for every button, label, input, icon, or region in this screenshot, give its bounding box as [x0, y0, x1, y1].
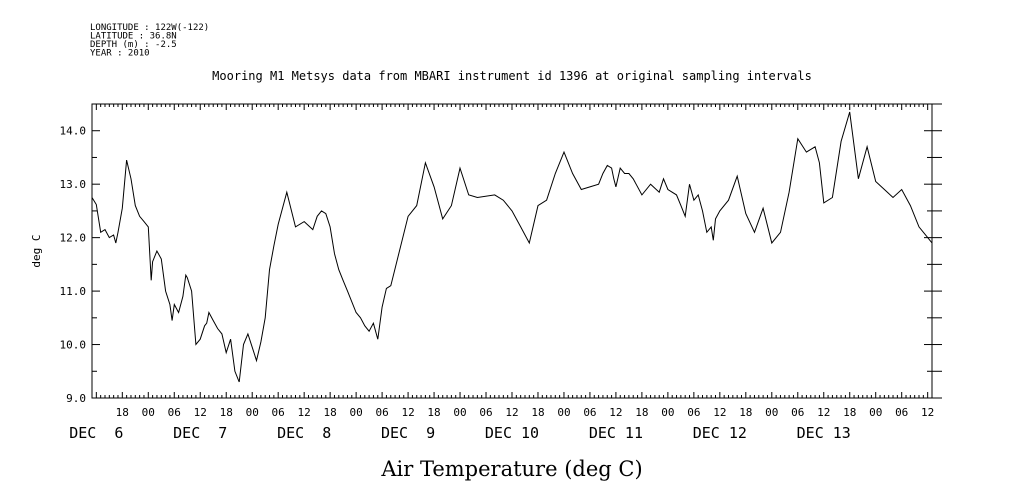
y-tick-label: 9.0	[66, 392, 86, 405]
y-axis-label: deg C	[30, 234, 43, 267]
x-tick-label: 18	[843, 406, 856, 419]
x-day-label: DEC 8	[277, 424, 331, 442]
x-tick-label: 12	[713, 406, 726, 419]
metadata-line: LATITUDE : 36.8N	[90, 32, 177, 42]
x-day-label: DEC 7	[173, 424, 227, 442]
plot-border	[91, 103, 933, 399]
y-tick-label: 13.0	[60, 178, 87, 191]
x-tick-label: 06	[583, 406, 596, 419]
chart-title: Mooring M1 Metsys data from MBARI instru…	[212, 69, 812, 83]
x-tick-label: 18	[324, 406, 337, 419]
x-tick-label: 00	[142, 406, 155, 419]
series-line	[91, 111, 933, 383]
x-tick-label: 06	[479, 406, 492, 419]
x-day-label: DEC 13	[797, 424, 851, 442]
axis-ticks: 18 00 06 12 18 00 06 12 18 00 06 12 18 00 06 12 18 00 06 12…	[60, 103, 942, 442]
metadata-line: LONGITUDE : 122W(-122)	[90, 23, 209, 33]
x-tick-label: 18	[635, 406, 648, 419]
x-tick-label: 12	[609, 406, 622, 419]
x-tick-label: 18	[220, 406, 233, 419]
x-tick-label: 06	[791, 406, 804, 419]
metadata-block: LONGITUDE : 122W(-122)LATITUDE : 36.8NDE…	[90, 23, 209, 59]
x-tick-label: 06	[375, 406, 388, 419]
y-tick-label: 12.0	[60, 232, 87, 245]
metadata-line: YEAR : 2010	[90, 49, 150, 59]
x-tick-label: 00	[869, 406, 882, 419]
metadata-line: DEPTH (m) : -2.5	[90, 40, 177, 50]
x-tick-label: 06	[687, 406, 700, 419]
x-tick-label: 00	[765, 406, 778, 419]
plot-frame	[91, 103, 933, 399]
y-tick-label: 14.0	[60, 125, 87, 138]
series-lines	[91, 111, 933, 383]
x-day-label: DEC 12	[693, 424, 747, 442]
x-tick-label: 18	[531, 406, 544, 419]
x-tick-label: 06	[168, 406, 181, 419]
x-tick-label: 12	[921, 406, 934, 419]
x-day-label: DEC 6	[69, 424, 123, 442]
x-tick-label: 00	[661, 406, 674, 419]
x-tick-label: 12	[298, 406, 311, 419]
y-tick-label: 11.0	[60, 285, 87, 298]
x-day-label: DEC 11	[589, 424, 643, 442]
x-tick-label: 18	[427, 406, 440, 419]
x-tick-label: 12	[194, 406, 207, 419]
x-tick-label: 00	[349, 406, 362, 419]
x-day-label: DEC 9	[381, 424, 435, 442]
x-tick-label: 00	[453, 406, 466, 419]
x-tick-label: 12	[817, 406, 830, 419]
x-tick-label: 18	[739, 406, 752, 419]
x-day-label: DEC 10	[485, 424, 539, 442]
y-tick-label: 10.0	[60, 339, 87, 352]
x-tick-label: 00	[557, 406, 570, 419]
x-tick-label: 12	[401, 406, 414, 419]
x-axis-label: Air Temperature (deg C)	[380, 457, 642, 481]
x-tick-label: 06	[895, 406, 908, 419]
x-tick-label: 00	[246, 406, 259, 419]
x-tick-label: 18	[116, 406, 129, 419]
x-tick-label: 06	[272, 406, 285, 419]
x-tick-label: 12	[505, 406, 518, 419]
